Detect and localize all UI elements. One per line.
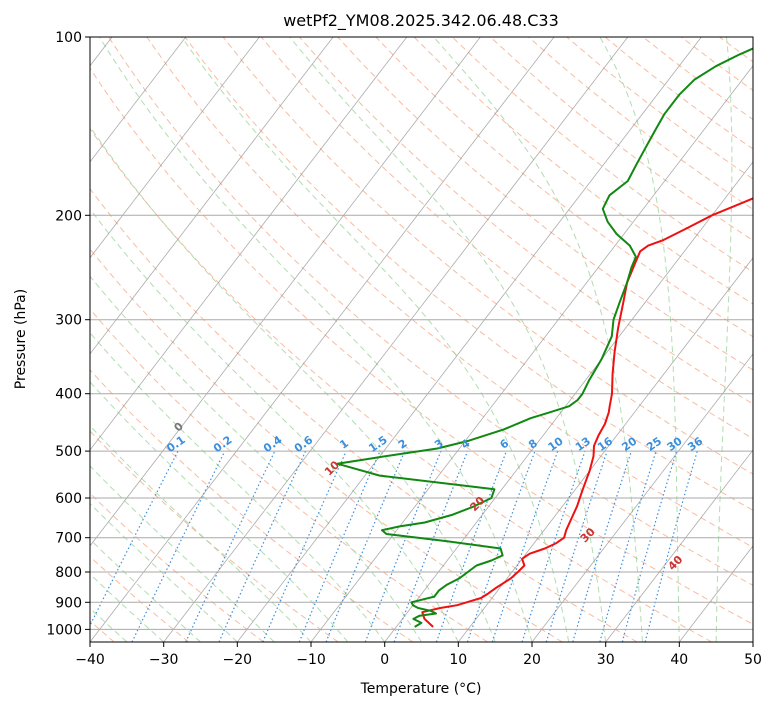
moist-adiabat-line <box>433 37 643 642</box>
y-tick-label: 500 <box>55 444 82 460</box>
x-tick-label: 50 <box>744 652 762 668</box>
x-axis-ticks: −40 −30 −20 −10 0 10 20 30 40 50 <box>75 642 762 668</box>
dry-adiabat-line <box>90 308 488 642</box>
dry-adiabat-line <box>90 430 339 642</box>
moist-adiabat-line <box>90 538 201 642</box>
x-tick-label: 20 <box>523 652 541 668</box>
isotherm-line <box>90 37 555 642</box>
dry-adiabat-line <box>108 37 753 586</box>
y-tick-label: 1000 <box>46 622 82 638</box>
y-tick-label: 700 <box>55 531 82 547</box>
moist-adiabat-line <box>599 37 680 642</box>
mixing-ratio-line <box>466 450 536 642</box>
moist-adiabat-line <box>181 37 570 642</box>
dewpoint-profile-line <box>336 47 753 628</box>
mixing-ratio-line <box>325 450 406 642</box>
y-tick-label: 100 <box>55 30 82 46</box>
dry-adiabat-line <box>90 188 638 642</box>
dry-adiabat-line <box>90 67 753 625</box>
moist-adiabat-line <box>715 37 733 642</box>
temperature-profile-line <box>421 197 753 628</box>
mixing-ratio-line <box>90 450 179 627</box>
y-tick-label: 400 <box>55 387 82 403</box>
isotherm-line <box>163 37 629 642</box>
x-tick-label: 10 <box>449 652 467 668</box>
moist-adiabat-line <box>90 465 275 642</box>
moist-adiabat-line <box>289 37 607 642</box>
y-tick-label: 900 <box>55 595 82 611</box>
moist-adiabat-line <box>90 332 386 642</box>
mixing-ratio-line <box>262 450 347 642</box>
x-tick-label: −30 <box>149 652 179 668</box>
y-tick-label: 600 <box>55 491 82 507</box>
isotherm-line <box>310 65 753 642</box>
isotherm-line <box>90 37 481 547</box>
dry-adiabat-line <box>90 369 414 642</box>
dry-adiabat-line <box>184 37 753 511</box>
y-tick-label: 800 <box>55 565 82 581</box>
mixing-ratio-line <box>572 450 632 642</box>
mixing-ratio-line <box>435 450 507 642</box>
isotherm-line <box>236 37 702 642</box>
moist-adiabat-line <box>90 502 238 642</box>
y-tick-label: 300 <box>55 313 82 329</box>
x-tick-label: 30 <box>597 652 615 668</box>
isotherm-line <box>90 37 408 451</box>
background-lines <box>90 37 753 642</box>
x-tick-label: −20 <box>223 652 253 668</box>
grid-lines <box>90 37 753 642</box>
isotherm-line <box>457 257 753 642</box>
mixing-ratio-line <box>545 450 608 642</box>
dry-adiabat-line <box>337 37 753 371</box>
mixing-ratio-line <box>599 450 657 642</box>
isotherm-line <box>90 37 334 355</box>
chart-title: wetPf2_YM08.2025.342.06.48.C33 <box>283 11 559 31</box>
y-axis-ticks: 100 200 300 400 500 600 700 800 900 1000 <box>46 30 90 638</box>
moist-adiabat-line <box>99 37 533 642</box>
isotherm-line <box>531 353 753 642</box>
dry-adiabat-line <box>90 127 712 642</box>
plot-frame <box>89 36 754 643</box>
x-tick-label: 40 <box>670 652 688 668</box>
dry-adiabat-line <box>90 248 563 642</box>
x-tick-label: −40 <box>75 652 105 668</box>
plot-area <box>90 37 753 642</box>
x-tick-label: −10 <box>296 652 326 668</box>
dry-adiabat-line <box>299 37 753 405</box>
isotherm-line <box>90 37 260 259</box>
isotherm-line <box>605 449 753 642</box>
moist-adiabat-line <box>90 425 312 642</box>
mixing-ratio-line <box>521 450 586 642</box>
data-lines <box>336 47 753 628</box>
mixing-ratio-line <box>491 450 559 642</box>
x-tick-label: 0 <box>380 652 389 668</box>
mixing-ratio-line <box>621 450 678 642</box>
y-tick-label: 200 <box>55 208 82 224</box>
mixing-ratio-line <box>298 450 381 642</box>
moist-adiabat-line <box>90 573 165 642</box>
x-axis-title: Temperature (°C) <box>360 681 482 697</box>
dry-adiabat-line <box>90 555 190 642</box>
y-axis-title: Pressure (hPa) <box>13 289 29 389</box>
isotherm-line <box>90 37 187 163</box>
moist-adiabat-line <box>90 275 422 642</box>
mixing-ratio-line <box>364 450 442 642</box>
